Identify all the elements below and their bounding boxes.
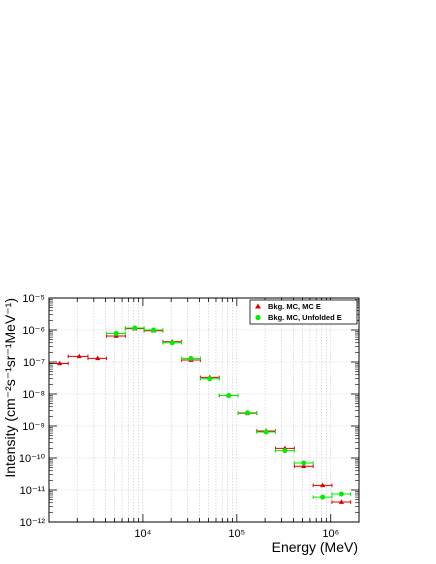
y-tick-label: 10⁻⁶ [22, 325, 45, 337]
x-tick-label: 10⁶ [322, 528, 339, 540]
data-point-triangle [320, 482, 326, 488]
data-point-circle [282, 448, 288, 454]
y-tick-label: 10⁻¹² [20, 517, 46, 529]
y-tick-label: 10⁻⁹ [22, 421, 45, 433]
data-markers [57, 325, 345, 504]
y-tick-label: 10⁻⁸ [22, 389, 45, 401]
data-point-triangle [57, 360, 63, 366]
data-point-circle [169, 340, 175, 346]
data-point-circle [132, 325, 138, 331]
data-point-triangle [338, 499, 345, 504]
data-point-circle [320, 494, 326, 500]
tick-labels: 10⁻¹² 10⁻¹¹ 10⁻¹⁰ 10⁻⁹ 10⁻⁸ 10⁻⁷ 10⁻⁶ 10⁻⁵ 10⁴ 10… [19, 293, 339, 540]
data-point-circle [207, 376, 213, 382]
legend-marker-circle [255, 314, 261, 321]
axis-ticks [48, 297, 360, 523]
data-point-triangle [301, 463, 307, 469]
legend-label-mc-e: Bkg. MC, MC E [268, 302, 321, 311]
y-tick-label: 10⁻⁷ [23, 357, 45, 369]
legend-label-unfolded-e: Bkg. MC, Unfolded E [268, 313, 342, 322]
legend-marker-triangle [255, 303, 261, 309]
data-point-triangle [76, 353, 82, 359]
x-axis-title: Energy (MeV) [272, 539, 358, 555]
data-point-circle [338, 491, 344, 497]
legend: Bkg. MC, MC E Bkg. MC, Unfolded E [249, 299, 358, 325]
y-axis-title: Intensity (cm⁻²s⁻¹sr⁻¹MeV⁻¹) [2, 298, 18, 478]
x-tick-label: 10⁴ [134, 528, 151, 540]
legend-box [249, 299, 358, 325]
data-point-circle [113, 330, 119, 336]
data-point-circle [263, 429, 269, 435]
x-tick-label: 10⁵ [228, 528, 245, 540]
data-point-circle [151, 327, 157, 333]
grid [48, 297, 360, 523]
data-point-circle [301, 460, 307, 466]
plot-frame [48, 297, 360, 523]
data-point-circle [226, 392, 232, 398]
data-point-circle [245, 410, 251, 416]
y-tick-label: 10⁻⁵ [22, 293, 45, 305]
data-point-triangle [95, 355, 101, 361]
y-tick-label: 10⁻¹⁰ [19, 453, 46, 465]
y-tick-label: 10⁻¹¹ [20, 485, 46, 497]
data-point-circle [188, 355, 194, 361]
